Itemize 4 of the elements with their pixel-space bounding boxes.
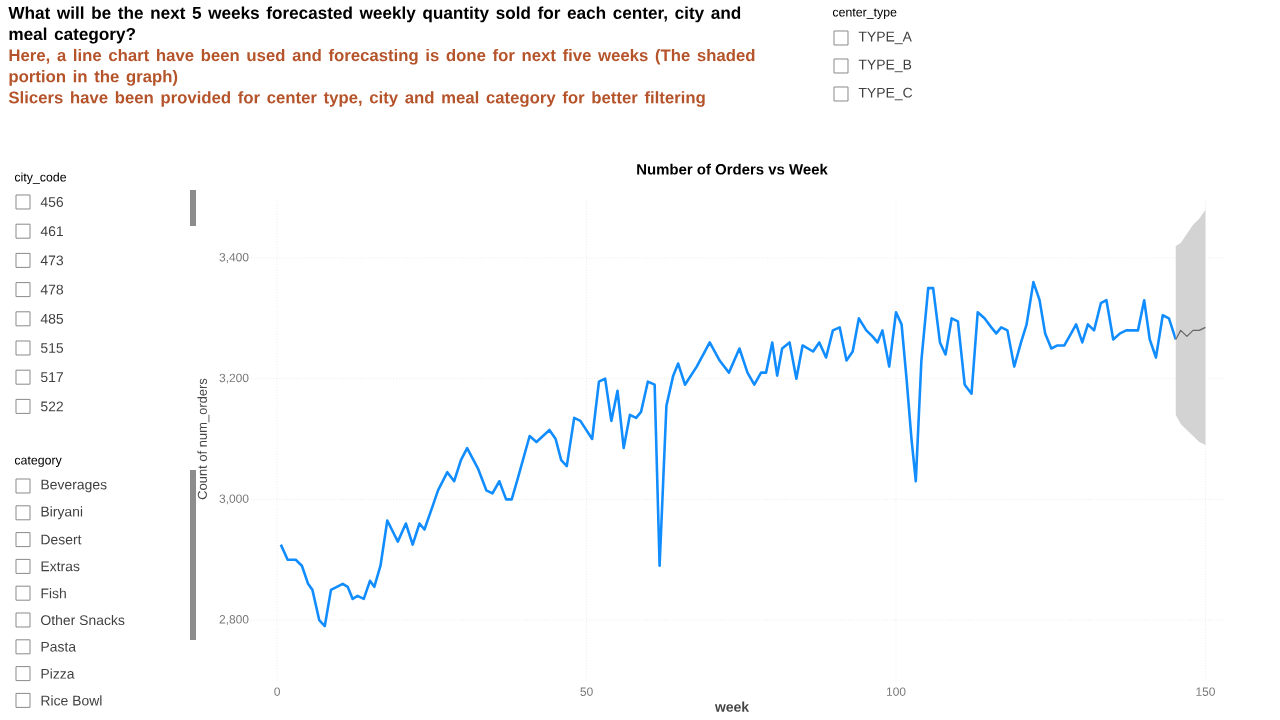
text: Slicers have been provided for center type, city and meal category for better filtering [8, 91, 705, 107]
text: What will be the next 5 weeks forecasted weekly quantity sold for each center, city and meal category? [8, 6, 741, 44]
text: Here, a line chart have been used and forecasting is done for next five weeks (The shaded portion in the graph) [9, 48, 755, 86]
line-series [1175, 326, 1207, 341]
